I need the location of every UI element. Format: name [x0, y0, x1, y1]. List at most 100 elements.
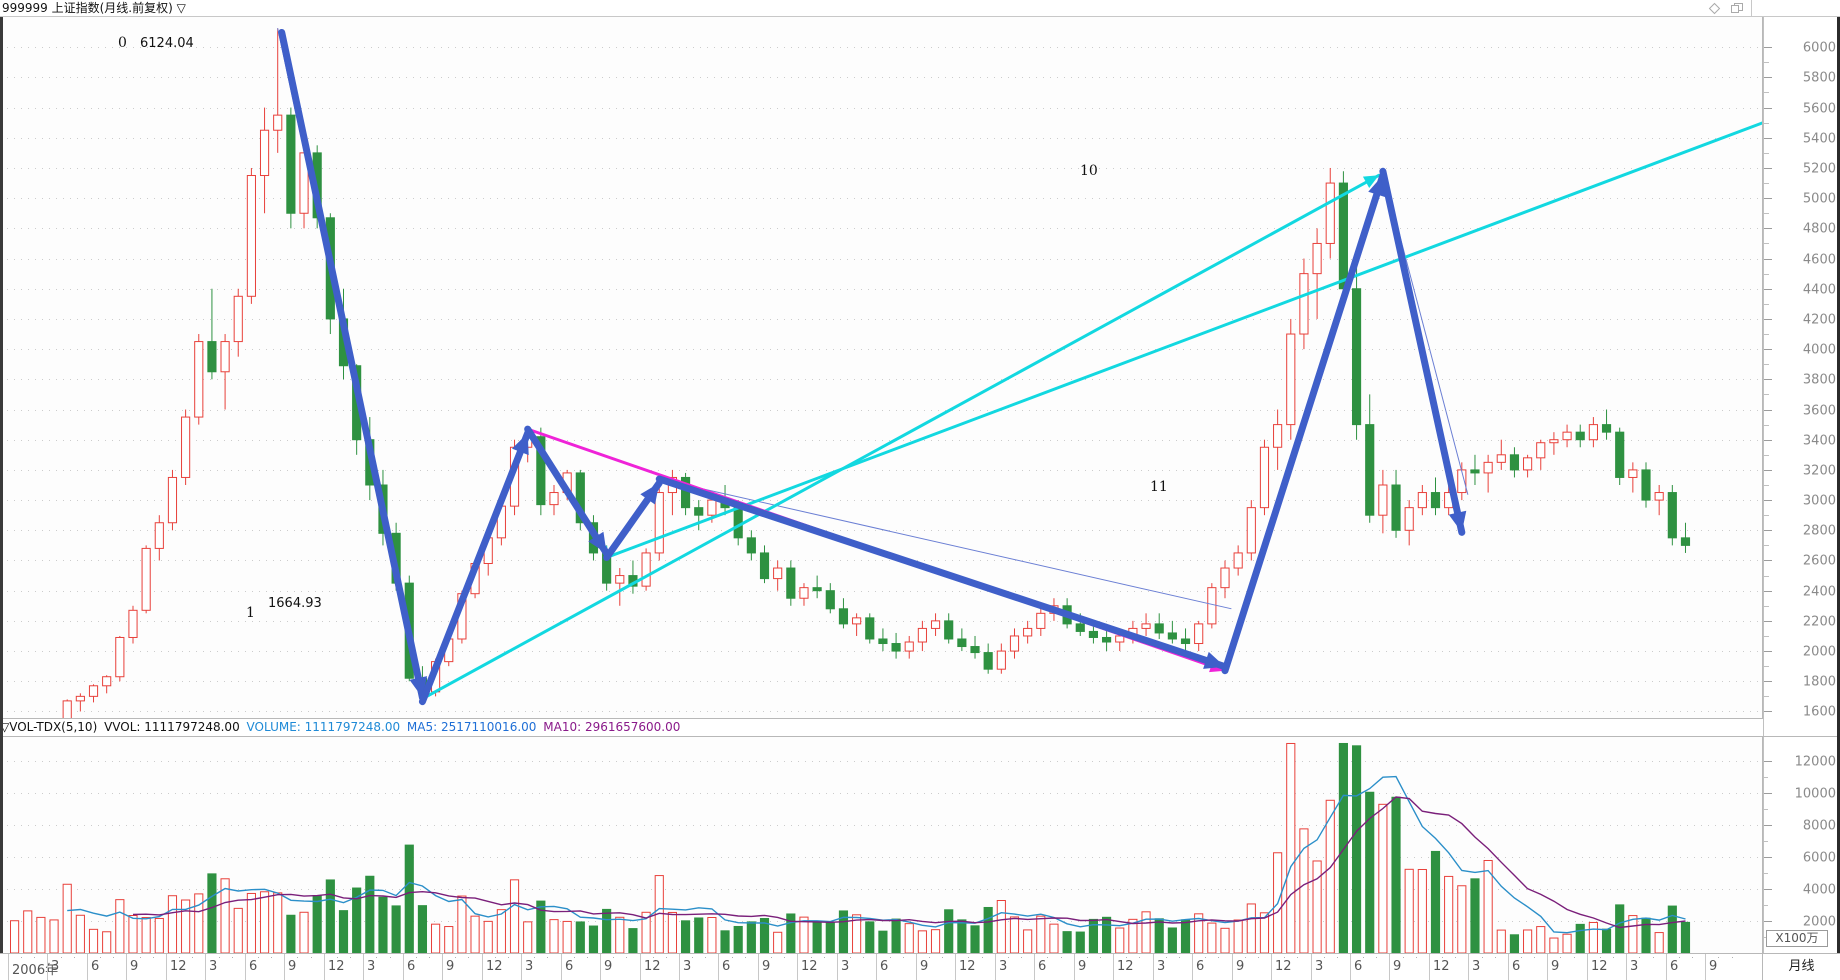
date-tick-label: 12: [1275, 959, 1292, 974]
date-minor-dot: [982, 957, 983, 958]
point-0-price: 6124.04: [140, 36, 194, 51]
date-minor-dot: [192, 957, 193, 958]
date-tick-separator: [561, 954, 562, 980]
svg-text:3800: 3800: [1803, 373, 1836, 388]
date-tick-label: 9: [1078, 959, 1087, 974]
date-minor-dot: [376, 957, 377, 958]
date-tick-label: 9: [1709, 959, 1718, 974]
date-tick-separator: [679, 954, 680, 980]
date-tick-label: 6: [722, 959, 731, 974]
svg-text:2600: 2600: [1803, 554, 1836, 569]
date-tick-separator: [8, 954, 9, 980]
date-minor-dot: [1179, 957, 1180, 958]
date-tick-separator: [1311, 954, 1312, 980]
windows-icon[interactable]: [1730, 2, 1744, 15]
date-minor-dot: [1613, 957, 1614, 958]
date-tick-label: 12: [644, 959, 661, 974]
svg-text:4400: 4400: [1803, 283, 1836, 298]
date-minor-dot: [140, 957, 141, 958]
date-tick-label: 6: [1354, 959, 1363, 974]
date-tick-separator: [1666, 954, 1667, 980]
date-minor-dot: [337, 957, 338, 958]
date-minor-dot: [1100, 957, 1101, 958]
date-minor-dot: [468, 957, 469, 958]
date-tick-separator: [955, 954, 956, 980]
date-minor-dot: [1297, 957, 1298, 958]
title-bar: 999999 上证指数(月线.前复权) ▽: [0, 0, 1840, 17]
date-tick-separator: [1429, 954, 1430, 980]
date-tick-label: 6: [1038, 959, 1047, 974]
volume-indicator-bar[interactable]: ▽VOL-TDX(5,10) VVOL: 1111797248.00 VOLUM…: [0, 719, 1763, 737]
svg-text:4200: 4200: [1803, 313, 1836, 328]
date-tick-label: 3: [1472, 959, 1481, 974]
date-minor-dot: [61, 957, 62, 958]
date-minor-dot: [113, 957, 114, 958]
date-tick-label: 9: [604, 959, 613, 974]
date-minor-dot: [811, 957, 812, 958]
date-minor-dot: [1008, 957, 1009, 958]
diamond-icon[interactable]: [1708, 2, 1721, 15]
date-tick-separator: [1508, 954, 1509, 980]
indicator-name[interactable]: ▽VOL-TDX(5,10): [0, 720, 98, 734]
date-minor-dot: [34, 957, 35, 958]
date-minor-dot: [1600, 957, 1601, 958]
date-minor-dot: [903, 957, 904, 958]
date-minor-dot: [1482, 957, 1483, 958]
volume-chart-canvas: [0, 742, 1762, 953]
indicator-bar-axis-gap: [1763, 719, 1840, 737]
date-minor-dot: [890, 957, 891, 958]
date-tick-label: 3: [841, 959, 850, 974]
date-minor-dot: [547, 957, 548, 958]
date-tick-label: 6: [249, 959, 258, 974]
date-tick-separator: [916, 954, 917, 980]
date-tick-label: 6: [880, 959, 889, 974]
date-tick-separator: [1074, 954, 1075, 980]
svg-text:3000: 3000: [1803, 494, 1836, 509]
date-tick-separator: [758, 954, 759, 980]
point-1-label: 1: [246, 605, 255, 621]
svg-text:4000: 4000: [1803, 883, 1836, 898]
date-tick-label: 12: [1433, 959, 1450, 974]
date-minor-dot: [1245, 957, 1246, 958]
date-minor-dot: [824, 957, 825, 958]
period-label[interactable]: 月线: [1763, 953, 1840, 980]
date-minor-dot: [587, 957, 588, 958]
date-minor-dot: [350, 957, 351, 958]
date-tick-separator: [1587, 954, 1588, 980]
point-0-label: 0: [118, 35, 127, 51]
date-tick-label: 3: [51, 959, 60, 974]
date-minor-dot: [1284, 957, 1285, 958]
svg-text:5000: 5000: [1803, 192, 1836, 207]
date-tick-separator: [47, 954, 48, 980]
date-tick-label: 3: [999, 959, 1008, 974]
volume-chart-panel[interactable]: [0, 737, 1763, 953]
date-tick-label: 2006年: [12, 963, 59, 978]
date-tick-label: 12: [328, 959, 345, 974]
date-minor-dot: [271, 957, 272, 958]
date-tick-separator: [797, 954, 798, 980]
date-minor-dot: [1363, 957, 1364, 958]
date-tick-label: 3: [209, 959, 218, 974]
date-minor-dot: [1679, 957, 1680, 958]
price-chart-canvas: [0, 27, 1762, 718]
date-minor-dot: [416, 957, 417, 958]
date-minor-dot: [1218, 957, 1219, 958]
date-tick-separator: [995, 954, 996, 980]
date-minor-dot: [1403, 957, 1404, 958]
left-edge-bar: [0, 17, 3, 953]
date-tick-separator: [87, 954, 88, 980]
svg-text:3600: 3600: [1803, 404, 1836, 419]
date-minor-dot: [390, 957, 391, 958]
point-11-label: 11: [1150, 479, 1168, 495]
svg-text:4800: 4800: [1803, 222, 1836, 237]
date-tick-label: 12: [1591, 959, 1608, 974]
date-tick-separator: [1705, 954, 1706, 980]
date-tick-label: 9: [446, 959, 455, 974]
date-tick-separator: [1232, 954, 1233, 980]
date-tick-label: 6: [1512, 959, 1521, 974]
date-tick-separator: [1113, 954, 1114, 980]
date-tick-label: 3: [367, 959, 376, 974]
date-axis: 2006年 3 6 9 12 3 6 9 12 3 6 9 12 3 6 9 12 3 6 9 12 3 6 9 12 3 6 9 12…: [0, 953, 1763, 980]
date-tick-label: 9: [288, 959, 297, 974]
price-chart-panel[interactable]: [0, 17, 1763, 719]
